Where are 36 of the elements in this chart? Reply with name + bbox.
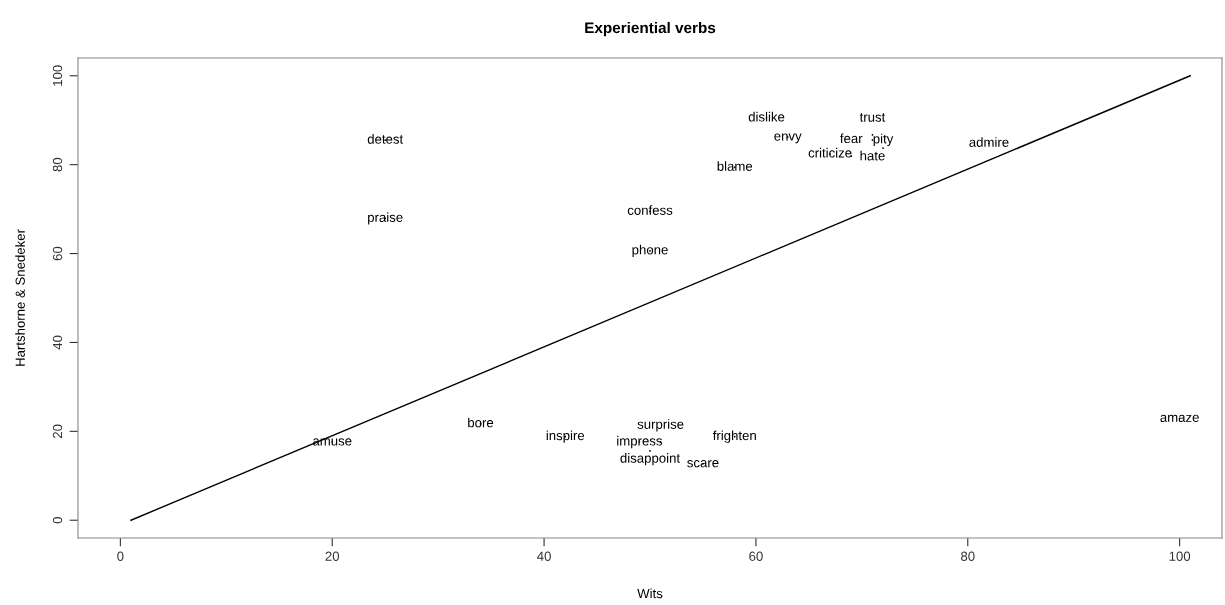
y-tick-label: 80 <box>52 157 63 172</box>
data-label: praise <box>368 212 403 225</box>
data-label: envy <box>774 133 802 144</box>
y-tick-label: 40 <box>52 335 63 350</box>
data-label: surprise <box>637 419 684 432</box>
data-label: criticize <box>808 147 852 158</box>
data-label: blame <box>717 161 753 171</box>
x-tick-label: 40 <box>537 551 551 561</box>
data-label: dislike <box>748 111 785 122</box>
data-label: admire <box>969 137 1009 147</box>
y-tick-label: 0 <box>52 517 63 524</box>
data-label: confess <box>627 205 673 215</box>
data-label: phone <box>632 244 668 258</box>
data-label: pity <box>873 133 894 147</box>
data-label: amaze <box>1160 414 1199 422</box>
chart-title: Experiential verbs <box>585 21 716 37</box>
x-tick-label: 0 <box>117 551 124 561</box>
y-axis-title: Hartshorne & Snedeker <box>15 229 25 366</box>
data-label: scare <box>687 460 719 468</box>
y-tick-label: 20 <box>52 424 63 439</box>
data-label: frighten <box>712 430 756 443</box>
data-label: hate <box>860 150 885 161</box>
y-tick-label: 60 <box>52 246 63 261</box>
x-tick-label: 80 <box>961 551 975 561</box>
x-axis-title: Wits <box>637 588 663 599</box>
data-label: inspire <box>546 430 585 443</box>
data-label: bore <box>468 417 494 428</box>
data-label: fear <box>840 133 863 144</box>
data-label: impress <box>617 435 663 449</box>
x-tick-label: 20 <box>325 551 340 561</box>
x-tick-label: 100 <box>1169 551 1191 561</box>
y-tick-label: 100 <box>52 65 63 86</box>
data-label: detest <box>367 134 404 144</box>
data-label: disappoint <box>620 453 680 466</box>
x-tick-label: 60 <box>749 551 763 561</box>
data-label: trust <box>859 113 886 122</box>
